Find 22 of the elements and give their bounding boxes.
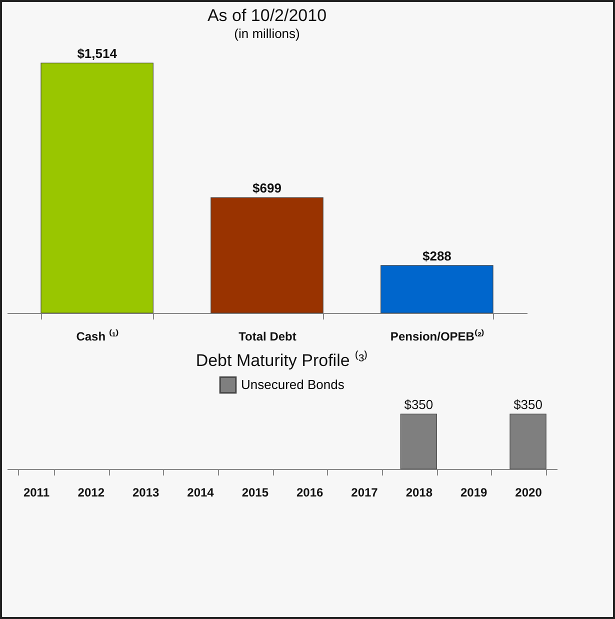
data-label: $288 bbox=[422, 248, 452, 264]
x-tick-label: 2013 bbox=[132, 486, 160, 500]
legend-label: Unsecured Bonds bbox=[241, 377, 345, 392]
data-label: $350 bbox=[404, 397, 434, 412]
x-tick-label: 2014 bbox=[187, 486, 214, 500]
x-tick-label: Cash ⁽¹⁾ bbox=[76, 328, 119, 344]
x-tick-label: 2011 bbox=[23, 486, 50, 500]
x-tick-label: 2019 bbox=[460, 486, 488, 500]
x-tick-label: 2018 bbox=[406, 486, 433, 500]
x-tick-label: 2016 bbox=[296, 486, 324, 500]
chart-subtitle: (in millions) bbox=[234, 26, 300, 41]
x-tick-label: Pension/OPEB⁽²⁾ bbox=[390, 328, 484, 344]
x-tick-label: 2012 bbox=[78, 486, 105, 500]
chart-title: Debt Maturity Profile ⁽³⁾ bbox=[196, 350, 368, 370]
x-tick-label: 2017 bbox=[351, 486, 378, 500]
data-label: $699 bbox=[252, 180, 282, 196]
data-label: $1,514 bbox=[77, 46, 118, 61]
x-tick-label: 2020 bbox=[515, 486, 542, 500]
x-tick-label: Total Debt bbox=[238, 330, 296, 344]
x-tick-label: 2015 bbox=[242, 486, 269, 500]
chart-title: As of 10/2/2010 bbox=[207, 6, 327, 25]
data-label: $350 bbox=[514, 397, 542, 412]
